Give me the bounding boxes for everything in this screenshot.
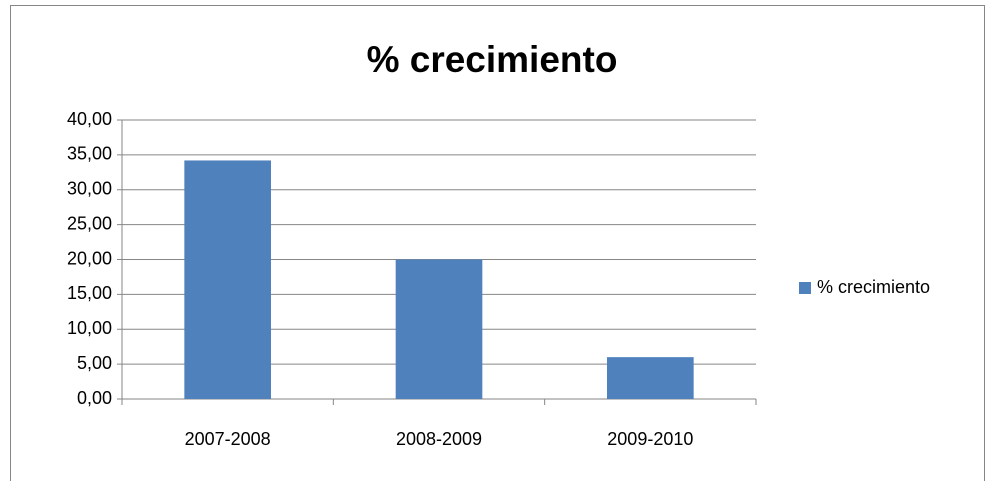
y-tick-label: 5,00 [77, 353, 112, 373]
bar [395, 259, 483, 399]
y-tick-label: 0,00 [77, 388, 112, 408]
bar [607, 357, 694, 399]
y-tick-label: 40,00 [67, 109, 112, 129]
legend-label: % crecimiento [817, 277, 930, 297]
bar [184, 160, 271, 399]
x-tick-label: 2009-2010 [607, 429, 693, 449]
x-tick-label: 2008-2009 [396, 429, 482, 449]
legend-swatch [799, 282, 811, 294]
chart-frame [10, 5, 985, 481]
y-tick-label: 25,00 [67, 213, 112, 233]
y-tick-label: 30,00 [67, 179, 112, 199]
y-tick-label: 10,00 [67, 318, 112, 338]
x-tick-label: 2007-2008 [185, 429, 271, 449]
y-tick-label: 15,00 [67, 283, 112, 303]
y-tick-label: 20,00 [67, 248, 112, 268]
y-tick-label: 35,00 [67, 144, 112, 164]
chart-title: % crecimiento [367, 39, 618, 80]
